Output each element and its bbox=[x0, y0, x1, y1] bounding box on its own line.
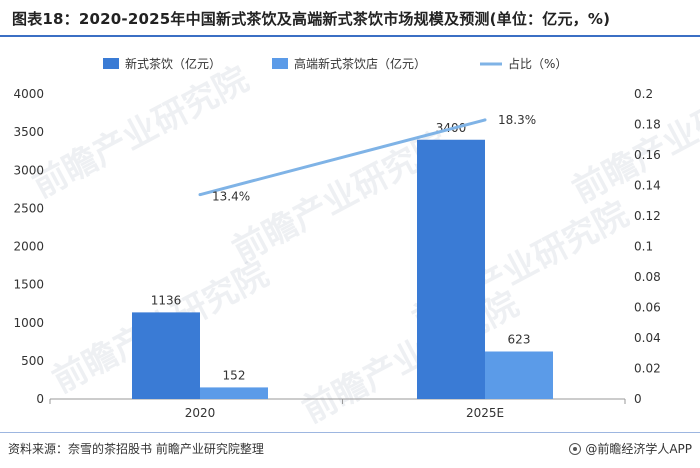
y-right-tick-label: 0 bbox=[634, 392, 642, 406]
x-tick-label: 2020 bbox=[185, 406, 216, 420]
y-right-tick-label: 0.16 bbox=[634, 148, 661, 162]
legend-label: 新式茶饮（亿元） bbox=[125, 56, 221, 71]
share-point bbox=[198, 193, 202, 197]
footer-divider bbox=[0, 432, 700, 433]
line-data-label: 13.4% bbox=[212, 190, 250, 204]
bar-data-label: 152 bbox=[223, 368, 246, 382]
bar-data-label: 623 bbox=[508, 332, 531, 346]
brand-credit: @前瞻经济学人APP bbox=[569, 440, 692, 457]
y-left-tick-label: 1500 bbox=[13, 278, 44, 292]
page-title: 图表18：2020-2025年中国新式茶饮及高端新式茶饮市场规模及预测(单位：亿… bbox=[12, 10, 611, 28]
source-note: 资料来源：奈雪的茶招股书 前瞻产业研究院整理 bbox=[8, 442, 264, 456]
bar bbox=[417, 139, 485, 399]
bar bbox=[200, 387, 268, 399]
brand-label: @前瞻经济学人APP bbox=[585, 442, 692, 456]
y-left-tick-label: 2500 bbox=[13, 201, 44, 215]
title-divider bbox=[0, 35, 700, 37]
y-right-tick-label: 0.14 bbox=[634, 179, 661, 193]
y-right-tick-label: 0.1 bbox=[634, 240, 653, 254]
y-right-tick-label: 0.02 bbox=[634, 362, 661, 376]
legend-label: 占比（%） bbox=[508, 56, 567, 71]
y-left-tick-label: 0 bbox=[36, 392, 44, 406]
x-tick-label: 2025E bbox=[466, 406, 504, 420]
legend-label: 高端新式茶饮店（亿元） bbox=[294, 56, 426, 71]
bar bbox=[485, 351, 553, 399]
line-data-label: 18.3% bbox=[498, 113, 536, 127]
y-right-tick-label: 0.08 bbox=[634, 270, 661, 284]
share-point bbox=[483, 118, 487, 122]
bar-data-label: 1136 bbox=[151, 293, 182, 307]
brand-logo-icon bbox=[569, 442, 582, 455]
y-left-tick-label: 500 bbox=[21, 354, 44, 368]
y-right-tick-label: 0.12 bbox=[634, 209, 661, 223]
legend-swatch bbox=[103, 58, 119, 69]
y-left-tick-label: 3500 bbox=[13, 125, 44, 139]
y-left-tick-label: 2000 bbox=[13, 240, 44, 254]
y-right-tick-label: 0.04 bbox=[634, 331, 661, 345]
legend-swatch bbox=[272, 58, 288, 69]
y-right-tick-label: 0.2 bbox=[634, 87, 653, 101]
y-right-tick-label: 0.18 bbox=[634, 118, 661, 132]
share-line bbox=[199, 118, 486, 197]
y-left-tick-label: 3000 bbox=[13, 163, 44, 177]
combo-chart: 0 500 1000 1500 2000 2500 3000 3500 4000 0 0.02 0.0… bbox=[13, 56, 661, 420]
y-right-tick-label: 0.06 bbox=[634, 301, 661, 315]
bar bbox=[132, 312, 200, 399]
y-left-tick-label: 4000 bbox=[13, 87, 44, 101]
y-left-tick-label: 1000 bbox=[13, 316, 44, 330]
